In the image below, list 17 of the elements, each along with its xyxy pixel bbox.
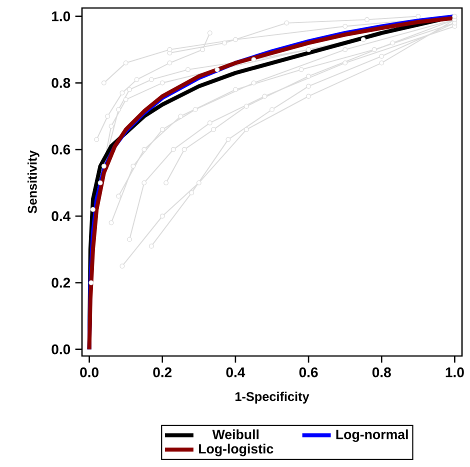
y-tick-label: 0.4 bbox=[52, 211, 71, 222]
legend-label: Log-normal bbox=[336, 429, 408, 442]
y-axis-title: Sensitivity bbox=[28, 150, 40, 214]
y-tick-label: 0.2 bbox=[52, 278, 70, 288]
legend-label: Weibull bbox=[212, 429, 259, 440]
y-tick-label: 0.0 bbox=[52, 344, 70, 354]
x-tick-label: 0.0 bbox=[80, 367, 98, 378]
y-tick-label: 1.0 bbox=[52, 11, 70, 22]
x-tick-label: 0.4 bbox=[226, 367, 246, 378]
y-tick-label: 0.6 bbox=[52, 144, 70, 154]
y-tick-label: 0.8 bbox=[52, 78, 70, 88]
x-tick-label: 0.6 bbox=[299, 367, 318, 378]
x-axis-title: 1-Specificity bbox=[235, 392, 310, 404]
x-tick-label: 0.2 bbox=[153, 367, 172, 378]
x-tick-label: 0.8 bbox=[372, 367, 391, 378]
legend-label: Log-logistic bbox=[198, 444, 274, 456]
x-tick-label: 1.0 bbox=[446, 367, 464, 378]
